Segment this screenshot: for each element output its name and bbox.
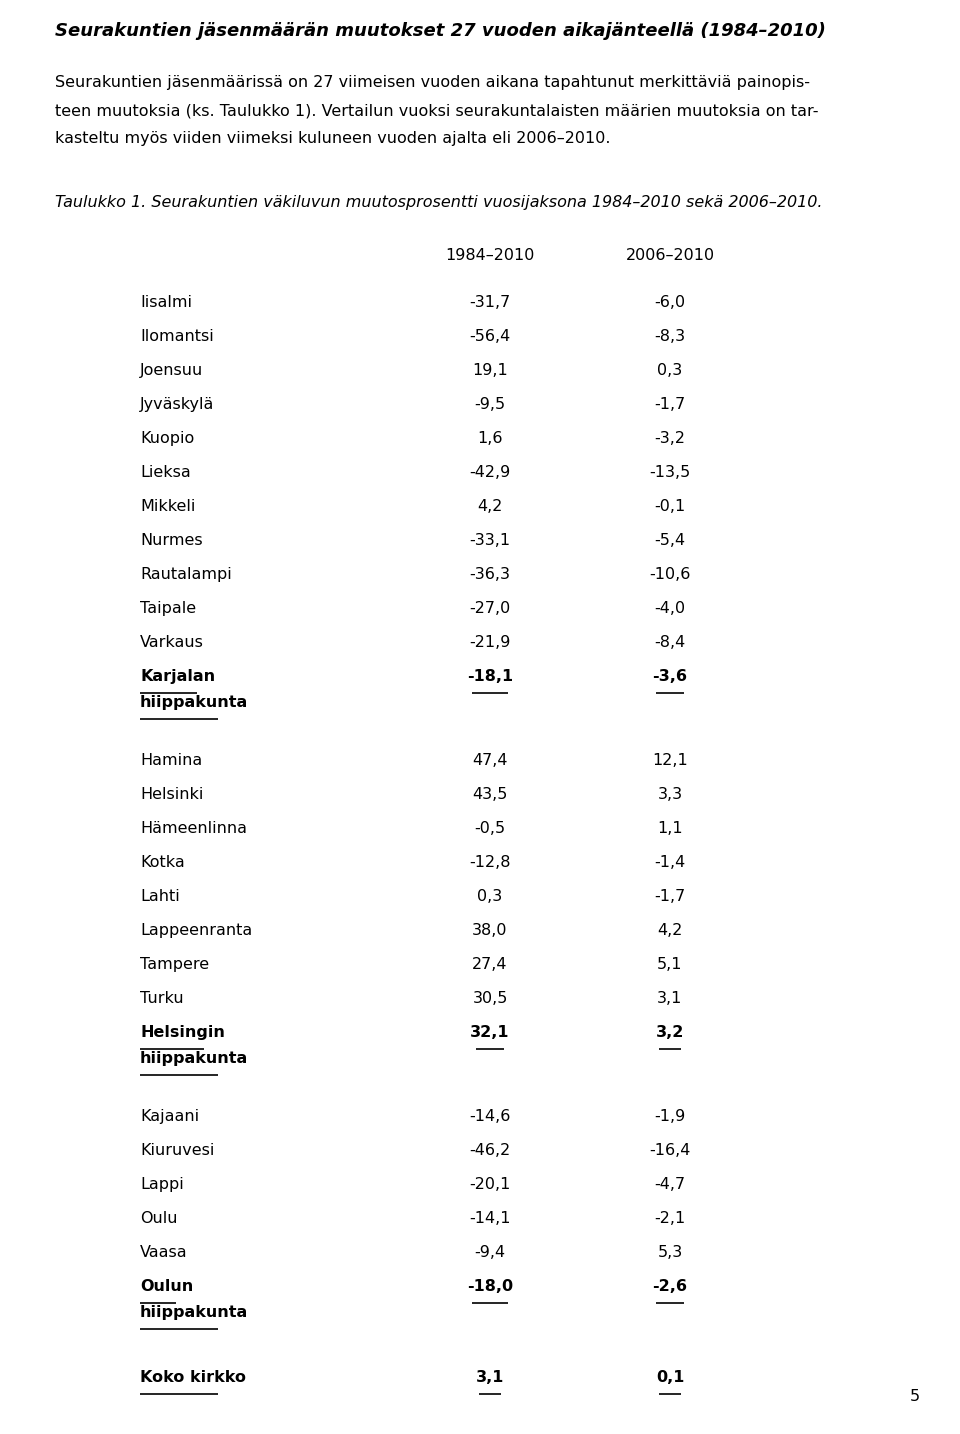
Text: Jyväskylä: Jyväskylä: [140, 397, 214, 412]
Text: -9,5: -9,5: [474, 397, 506, 412]
Text: 0,3: 0,3: [477, 889, 503, 903]
Text: 27,4: 27,4: [472, 956, 508, 972]
Text: 1,6: 1,6: [477, 432, 503, 446]
Text: 12,1: 12,1: [652, 753, 688, 769]
Text: 32,1: 32,1: [470, 1025, 510, 1040]
Text: 3,2: 3,2: [656, 1025, 684, 1040]
Text: -4,7: -4,7: [655, 1177, 685, 1192]
Text: Ilomantsi: Ilomantsi: [140, 328, 214, 344]
Text: Kotka: Kotka: [140, 855, 184, 870]
Text: -1,7: -1,7: [655, 397, 685, 412]
Text: Rautalampi: Rautalampi: [140, 566, 231, 582]
Text: kasteltu myös viiden viimeksi kuluneen vuoden ajalta eli 2006–2010.: kasteltu myös viiden viimeksi kuluneen v…: [55, 130, 611, 146]
Text: 0,1: 0,1: [656, 1369, 684, 1385]
Text: -1,4: -1,4: [655, 855, 685, 870]
Text: -33,1: -33,1: [469, 533, 511, 548]
Text: Seurakuntien jäsenmäärissä on 27 viimeisen vuoden aikana tapahtunut merkittäviä : Seurakuntien jäsenmäärissä on 27 viimeis…: [55, 75, 810, 90]
Text: -18,0: -18,0: [467, 1279, 513, 1293]
Text: 1,1: 1,1: [658, 822, 683, 836]
Text: Mikkeli: Mikkeli: [140, 499, 196, 513]
Text: -16,4: -16,4: [649, 1143, 690, 1159]
Text: Oulu: Oulu: [140, 1210, 178, 1226]
Text: Vaasa: Vaasa: [140, 1245, 187, 1260]
Text: -14,6: -14,6: [469, 1108, 511, 1124]
Text: hiippakunta: hiippakunta: [140, 1051, 249, 1065]
Text: Taipale: Taipale: [140, 601, 196, 617]
Text: -1,9: -1,9: [655, 1108, 685, 1124]
Text: Lahti: Lahti: [140, 889, 180, 903]
Text: -20,1: -20,1: [469, 1177, 511, 1192]
Text: 47,4: 47,4: [472, 753, 508, 769]
Text: -10,6: -10,6: [649, 566, 690, 582]
Text: 3,1: 3,1: [476, 1369, 504, 1385]
Text: 5,1: 5,1: [658, 956, 683, 972]
Text: Oulun: Oulun: [140, 1279, 193, 1293]
Text: Taulukko 1. Seurakuntien väkiluvun muutosprosentti vuosijaksona 1984–2010 sekä 2: Taulukko 1. Seurakuntien väkiluvun muuto…: [55, 195, 823, 209]
Text: -46,2: -46,2: [469, 1143, 511, 1159]
Text: 38,0: 38,0: [472, 923, 508, 938]
Text: -18,1: -18,1: [467, 670, 513, 684]
Text: -56,4: -56,4: [469, 328, 511, 344]
Text: -9,4: -9,4: [474, 1245, 506, 1260]
Text: Lappi: Lappi: [140, 1177, 183, 1192]
Text: Turku: Turku: [140, 991, 183, 1007]
Text: Lieksa: Lieksa: [140, 465, 191, 480]
Text: -0,5: -0,5: [474, 822, 506, 836]
Text: -1,7: -1,7: [655, 889, 685, 903]
Text: Kajaani: Kajaani: [140, 1108, 199, 1124]
Text: -2,6: -2,6: [653, 1279, 687, 1293]
Text: Koko kirkko: Koko kirkko: [140, 1369, 246, 1385]
Text: Helsingin: Helsingin: [140, 1025, 225, 1040]
Text: -5,4: -5,4: [655, 533, 685, 548]
Text: Lappeenranta: Lappeenranta: [140, 923, 252, 938]
Text: -4,0: -4,0: [655, 601, 685, 617]
Text: -3,2: -3,2: [655, 432, 685, 446]
Text: -12,8: -12,8: [469, 855, 511, 870]
Text: 4,2: 4,2: [477, 499, 503, 513]
Text: -36,3: -36,3: [469, 566, 511, 582]
Text: 5,3: 5,3: [658, 1245, 683, 1260]
Text: Nurmes: Nurmes: [140, 533, 203, 548]
Text: Tampere: Tampere: [140, 956, 209, 972]
Text: -27,0: -27,0: [469, 601, 511, 617]
Text: Karjalan: Karjalan: [140, 670, 215, 684]
Text: 1984–2010: 1984–2010: [445, 248, 535, 262]
Text: 0,3: 0,3: [658, 363, 683, 379]
Text: Iisalmi: Iisalmi: [140, 295, 192, 310]
Text: Joensuu: Joensuu: [140, 363, 204, 379]
Text: Kuopio: Kuopio: [140, 432, 194, 446]
Text: -2,1: -2,1: [655, 1210, 685, 1226]
Text: -6,0: -6,0: [655, 295, 685, 310]
Text: -3,6: -3,6: [653, 670, 687, 684]
Text: 3,3: 3,3: [658, 787, 683, 802]
Text: 5: 5: [910, 1390, 920, 1404]
Text: Hamina: Hamina: [140, 753, 203, 769]
Text: -8,4: -8,4: [655, 635, 685, 650]
Text: 30,5: 30,5: [472, 991, 508, 1007]
Text: hiippakunta: hiippakunta: [140, 1305, 249, 1321]
Text: 3,1: 3,1: [658, 991, 683, 1007]
Text: 43,5: 43,5: [472, 787, 508, 802]
Text: Varkaus: Varkaus: [140, 635, 204, 650]
Text: Helsinki: Helsinki: [140, 787, 204, 802]
Text: -21,9: -21,9: [469, 635, 511, 650]
Text: 19,1: 19,1: [472, 363, 508, 379]
Text: -42,9: -42,9: [469, 465, 511, 480]
Text: -0,1: -0,1: [655, 499, 685, 513]
Text: -13,5: -13,5: [649, 465, 690, 480]
Text: -31,7: -31,7: [469, 295, 511, 310]
Text: Hämeenlinna: Hämeenlinna: [140, 822, 247, 836]
Text: -8,3: -8,3: [655, 328, 685, 344]
Text: Seurakuntien jäsenmäärän muutokset 27 vuoden aikajänteellä (1984–2010): Seurakuntien jäsenmäärän muutokset 27 vu…: [55, 22, 826, 40]
Text: 4,2: 4,2: [658, 923, 683, 938]
Text: 2006–2010: 2006–2010: [625, 248, 714, 262]
Text: -14,1: -14,1: [469, 1210, 511, 1226]
Text: teen muutoksia (ks. Taulukko 1). Vertailun vuoksi seurakuntalaisten määrien muut: teen muutoksia (ks. Taulukko 1). Vertail…: [55, 103, 819, 118]
Text: Kiuruvesi: Kiuruvesi: [140, 1143, 214, 1159]
Text: hiippakunta: hiippakunta: [140, 695, 249, 710]
